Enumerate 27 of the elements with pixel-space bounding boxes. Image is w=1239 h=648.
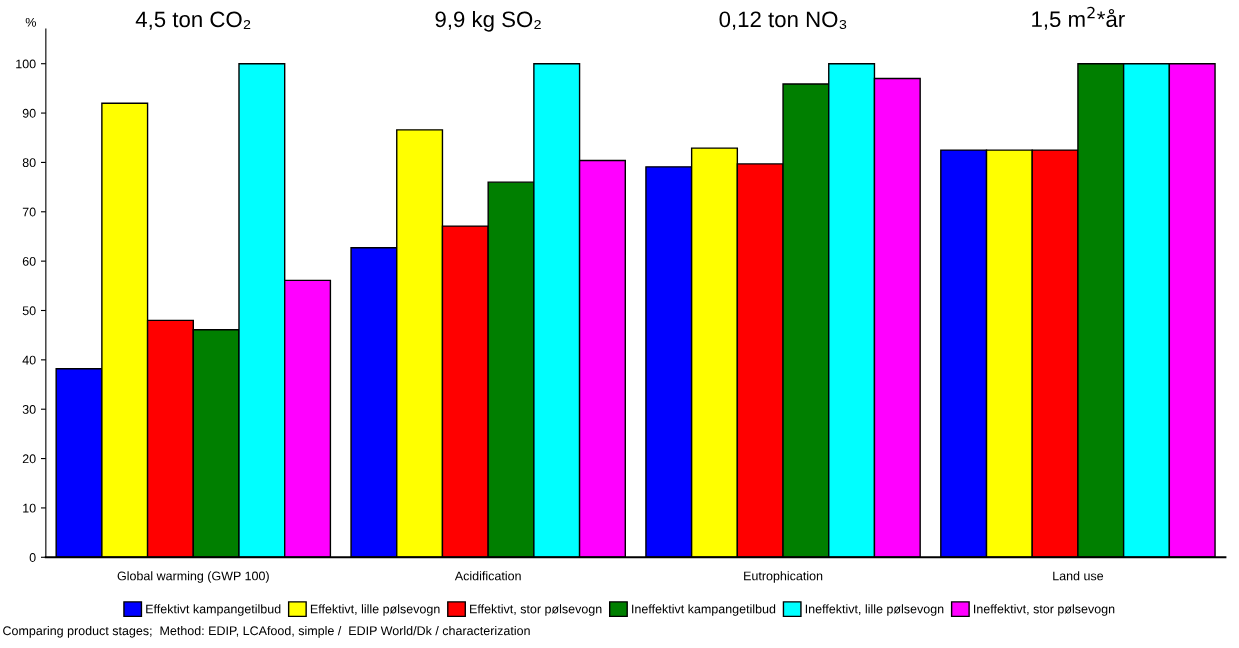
- y-tick-label: 90: [22, 108, 36, 118]
- y-tick-label: 80: [22, 158, 36, 168]
- legend-label: Effektivt kampangetilbud: [146, 604, 281, 616]
- annotation: 4,5 ton CO₂: [135, 11, 251, 30]
- y-tick-label: 30: [22, 405, 36, 414]
- text: Comparing product stages; Method: EDIP, LCAfood, simple / EDIP World/Dk / characterization: [3, 625, 530, 638]
- y-tick-label: 60: [22, 256, 36, 266]
- legend-label: Ineffektivt, stor pølsevogn: [974, 604, 1115, 616]
- x-tick-label: Acidification: [454, 571, 521, 581]
- y-tick-label: 70: [22, 207, 36, 217]
- y-tick-label: 100: [16, 59, 36, 69]
- y-tick-label: 20: [22, 454, 36, 464]
- y-tick-label: 40: [22, 355, 36, 365]
- annotation: 0,12 ton NO₃: [719, 11, 847, 30]
- y-axis-title: %: [25, 17, 36, 27]
- legend-label: Ineffektivt, lille pølsevogn: [805, 604, 944, 616]
- annotation: 9,9 kg SO₂: [435, 10, 541, 32]
- y-tick-label: 50: [22, 306, 36, 316]
- legend-label: Ineffektivt kampangetilbud: [632, 604, 776, 616]
- annotation: 1,5 m$^{2}$*år: [1032, 6, 1125, 30]
- y-tick-label: 0: [29, 553, 36, 562]
- x-tick-label: Land use: [1053, 571, 1104, 581]
- y-tick-label: 10: [23, 503, 36, 513]
- x-tick-label: Eutrophication: [744, 571, 823, 583]
- legend-label: Effektivt, stor pølsevogn: [470, 604, 602, 616]
- legend-label: Effektivt, lille pølsevogn: [310, 604, 440, 616]
- x-tick-label: Global warming (GWP 100): [117, 571, 269, 583]
